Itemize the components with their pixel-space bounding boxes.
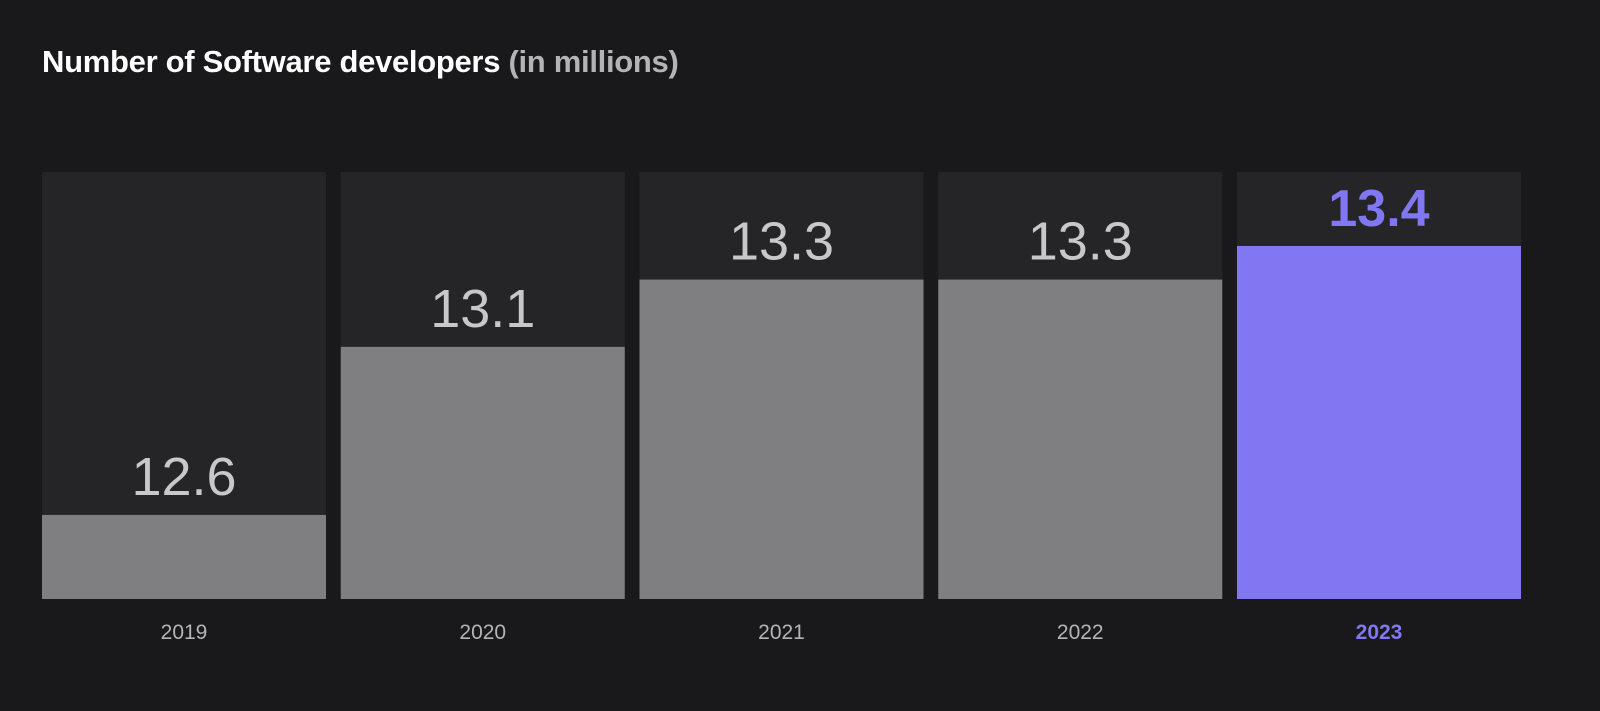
category-label-2022: 2022	[1057, 621, 1104, 644]
value-label-2021: 13.3	[729, 212, 834, 272]
value-label-2023: 13.4	[1328, 180, 1429, 238]
category-label-2021: 2021	[758, 621, 805, 644]
value-label-2022: 13.3	[1028, 212, 1133, 272]
value-label-2020: 13.1	[430, 279, 535, 339]
category-label-2023: 2023	[1356, 621, 1403, 644]
chart-subtitle: (in millions)	[508, 44, 679, 79]
bar-2020	[340, 346, 625, 599]
value-label-2019: 12.6	[131, 447, 236, 507]
bar-2023	[1237, 245, 1521, 599]
chart-title-main: Number of Software developers	[42, 44, 501, 79]
bar-2019	[42, 514, 326, 599]
bar-2022	[938, 279, 1223, 599]
chart-title: Number of Software developers (in millio…	[42, 44, 679, 80]
category-label-2020: 2020	[459, 621, 506, 644]
category-label-2019: 2019	[161, 621, 208, 644]
bar-2021	[639, 279, 924, 599]
